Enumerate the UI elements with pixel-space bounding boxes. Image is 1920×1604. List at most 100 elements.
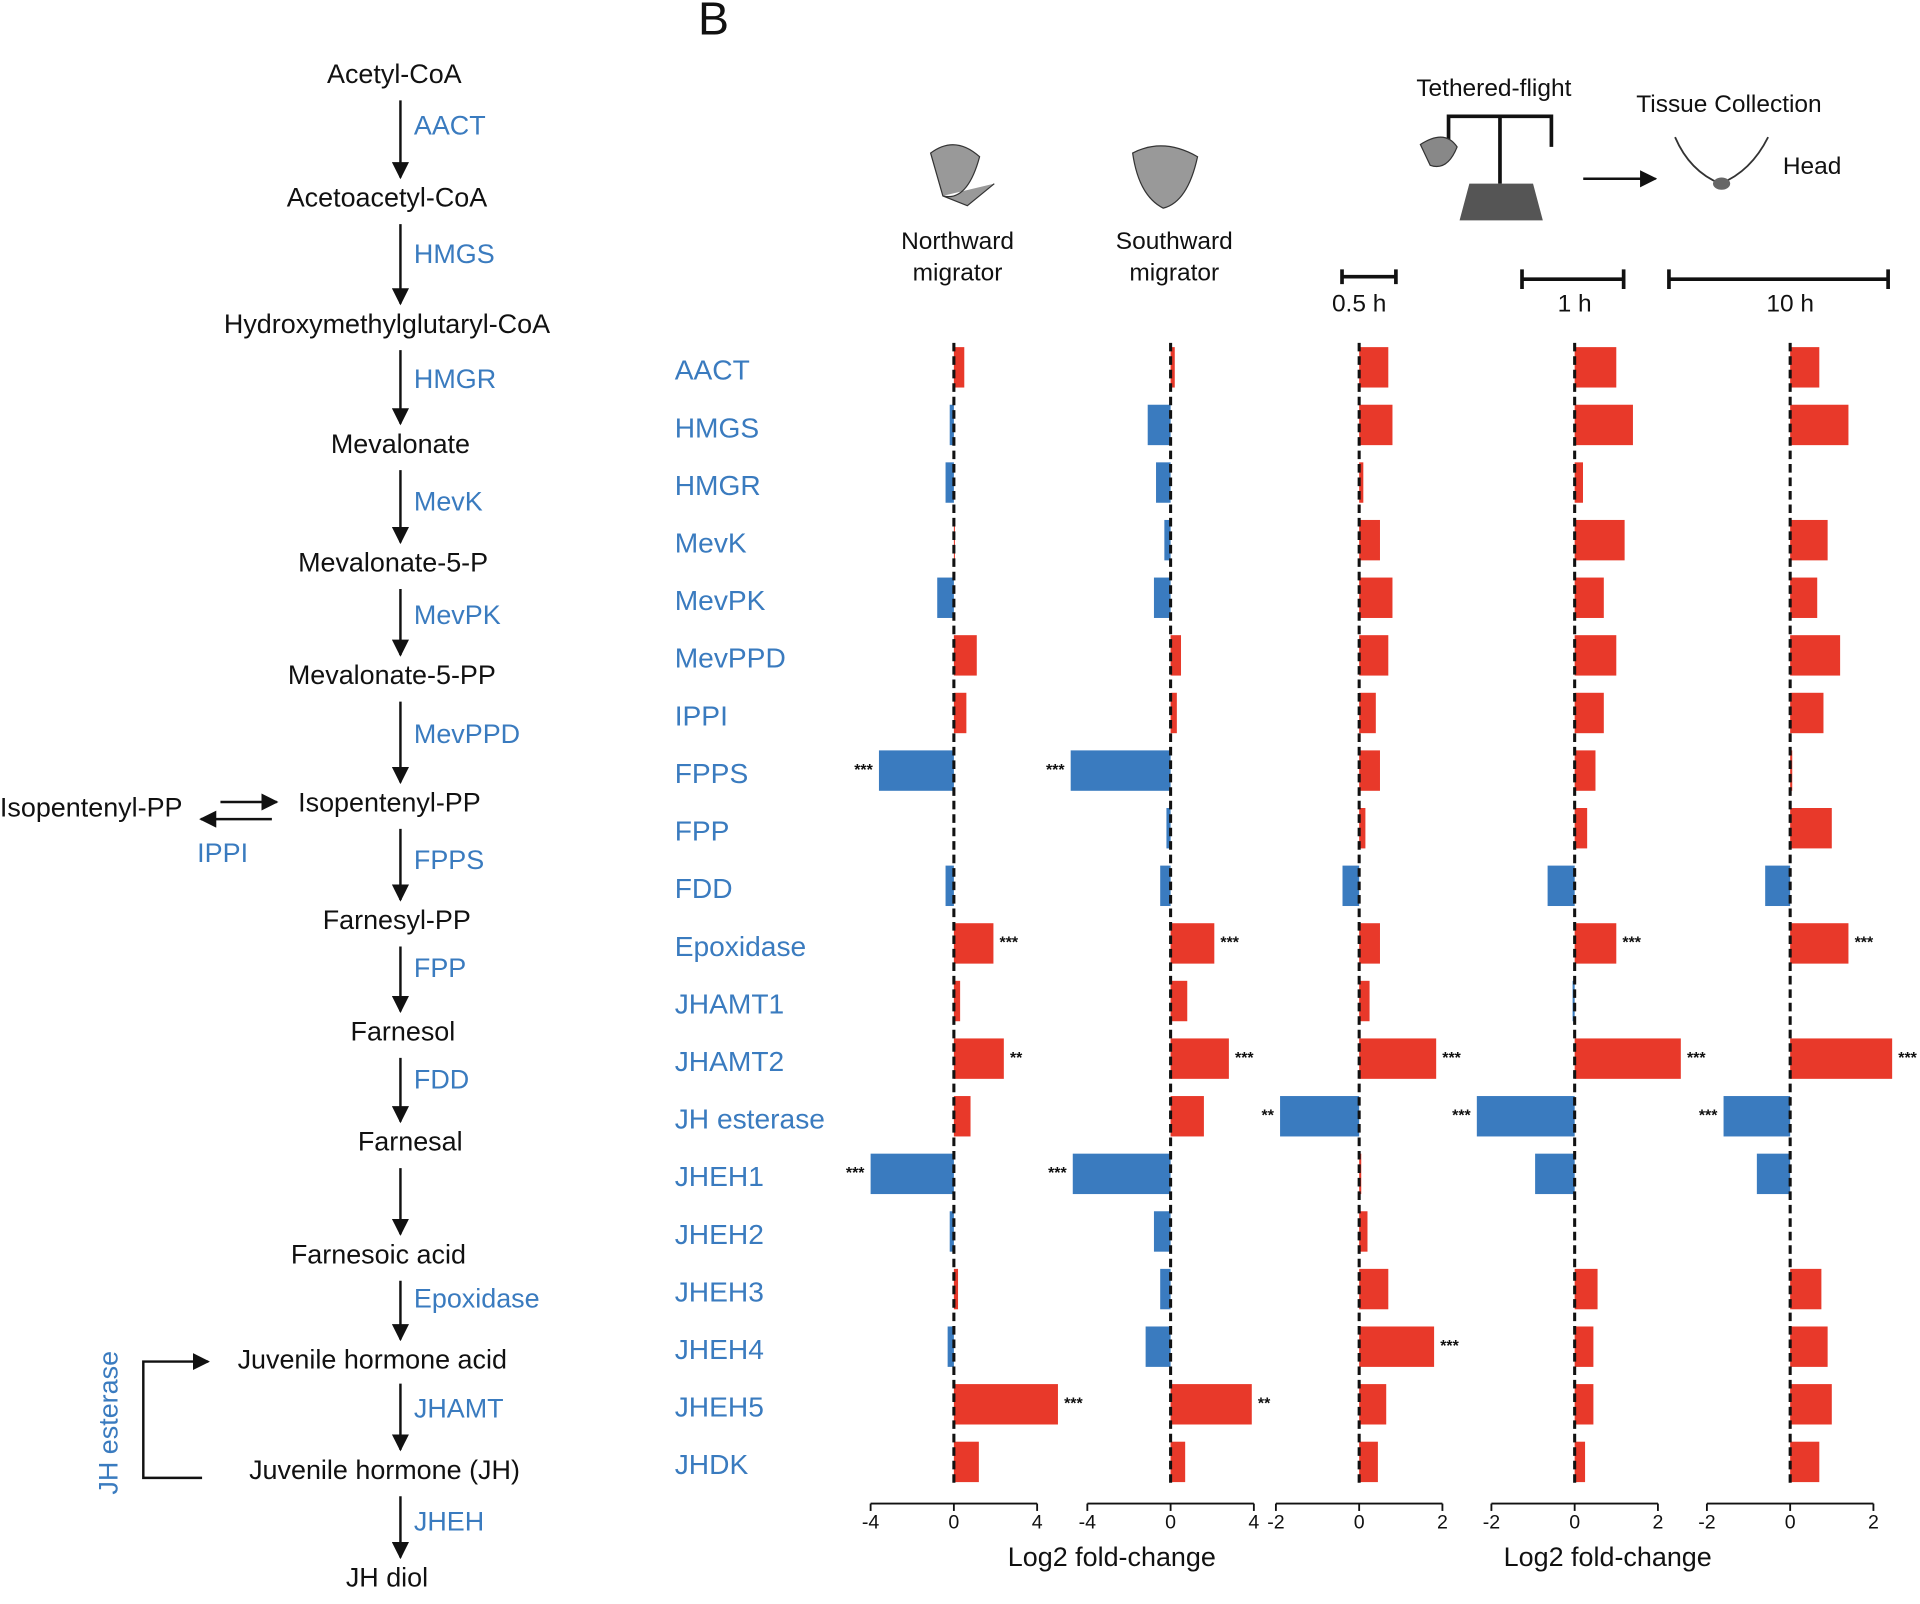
side-compound: Isopentenyl-PP — [0, 792, 182, 822]
bar — [1359, 1153, 1362, 1195]
gene-label: IPPI — [675, 700, 728, 731]
bar — [953, 1268, 959, 1310]
bar — [1170, 1038, 1229, 1079]
significance-label: *** — [1048, 1165, 1067, 1182]
bar — [1359, 980, 1370, 1022]
bar — [1476, 1096, 1575, 1137]
bar — [1070, 750, 1171, 791]
compound: Acetoacetyl-CoA — [287, 183, 488, 213]
panel-title: migrator — [913, 260, 1003, 287]
significance-label: *** — [1452, 1107, 1471, 1124]
bar — [1574, 635, 1617, 676]
significance-label: *** — [1440, 1338, 1459, 1355]
compound: Hydroxymethylglutaryl-CoA — [224, 309, 550, 339]
x-tick-label: 0 — [1785, 1511, 1796, 1533]
panel-title: 1 h — [1558, 290, 1592, 317]
panel-letter: B — [698, 0, 729, 44]
bar — [1574, 750, 1596, 791]
x-tick-label: 2 — [1437, 1511, 1448, 1533]
bar — [1170, 923, 1215, 964]
bar — [953, 1441, 979, 1483]
bar — [1166, 807, 1171, 849]
bar — [1790, 1326, 1828, 1367]
enzyme-label: HMGR — [414, 364, 496, 394]
panel-title: 10 h — [1766, 290, 1814, 317]
x-tick-label: 2 — [1652, 1511, 1663, 1533]
bar — [1147, 404, 1171, 446]
side-enzyme: IPPI — [197, 838, 248, 868]
bar — [1359, 519, 1380, 561]
gene-label: JHEH3 — [675, 1276, 764, 1307]
compound: Farnesoic acid — [291, 1239, 466, 1269]
bar — [1790, 923, 1849, 964]
enzyme-label: HMGS — [414, 239, 495, 269]
bar — [1359, 807, 1366, 849]
gene-label: FDD — [675, 873, 733, 904]
bar — [949, 404, 954, 446]
significance-label: *** — [1699, 1107, 1718, 1124]
gene-label: HMGR — [675, 470, 761, 501]
bar — [945, 462, 954, 503]
compound: Farnesal — [358, 1127, 463, 1157]
bar — [953, 347, 965, 388]
bar — [953, 980, 961, 1022]
tethered-label: Tethered-flight — [1416, 75, 1571, 102]
x-tick-label: -4 — [1079, 1511, 1097, 1533]
gene-label: HMGS — [675, 412, 759, 443]
panel-title: Southward — [1116, 228, 1233, 255]
bar — [1359, 923, 1380, 964]
significance-label: *** — [1898, 1050, 1917, 1067]
bar — [1153, 1211, 1171, 1252]
gene-label: JHAMT2 — [675, 1046, 785, 1077]
significance-label: *** — [1064, 1395, 1083, 1412]
significance-label: ** — [1010, 1050, 1023, 1067]
compound: Mevalonate-5-P — [298, 548, 488, 578]
enzyme-label: FDD — [414, 1064, 469, 1094]
bar — [1359, 1211, 1368, 1252]
duration-bar — [1667, 269, 1890, 289]
bar — [1574, 1384, 1594, 1425]
bar — [1170, 1441, 1186, 1483]
x-tick-label: 2 — [1868, 1511, 1879, 1533]
bar — [1574, 347, 1617, 388]
enzyme-label: MevPPD — [414, 719, 520, 749]
compound: Mevalonate — [331, 429, 470, 459]
bar — [1342, 865, 1360, 907]
tether-frame — [1446, 114, 1554, 184]
significance-label: *** — [1687, 1050, 1706, 1067]
bar — [1164, 519, 1171, 561]
gene-label: MevPK — [675, 585, 766, 616]
duration-bar — [1340, 269, 1398, 285]
bar — [1790, 1268, 1822, 1310]
x-tick-label: -2 — [1483, 1511, 1500, 1533]
gene-label: JHAMT1 — [675, 988, 785, 1019]
compound: Acetyl-CoA — [327, 59, 462, 89]
bar — [1574, 1326, 1594, 1367]
loop-arrow — [142, 1352, 210, 1480]
x-tick-label: 0 — [948, 1511, 959, 1533]
significance-label: ** — [1258, 1395, 1271, 1412]
gene-label: JHEH1 — [675, 1161, 764, 1192]
bar — [1359, 1038, 1437, 1079]
significance-label: *** — [854, 762, 873, 779]
enzyme-label: MevPK — [414, 600, 501, 630]
bar — [1145, 1326, 1171, 1367]
bar — [1359, 692, 1376, 734]
panel-title: 0.5 h — [1332, 290, 1386, 317]
bar — [1359, 1326, 1435, 1367]
experiment-schematic: B Tethered-flight Tissue Collection Head — [698, 0, 1890, 289]
gene-label: FPP — [675, 816, 730, 847]
bar — [1359, 750, 1380, 791]
bar — [1170, 635, 1182, 676]
gene-label: JH esterase — [675, 1104, 825, 1135]
enzyme-label: Epoxidase — [414, 1283, 540, 1313]
bar — [1280, 1096, 1360, 1137]
bar — [1359, 635, 1389, 676]
gene-label: JHEH2 — [675, 1219, 764, 1250]
bar-charts: AACT HMGS HMGR MevK MevPK MevPPD IPPI FPPS FPP FD… — [675, 228, 1918, 1572]
bar — [1765, 865, 1791, 907]
x-axis-label: Log2 fold-change — [1504, 1542, 1712, 1572]
significance-label: *** — [1235, 1050, 1254, 1067]
gene-label: Epoxidase — [675, 931, 807, 962]
collection-label: Tissue Collection — [1636, 91, 1821, 118]
